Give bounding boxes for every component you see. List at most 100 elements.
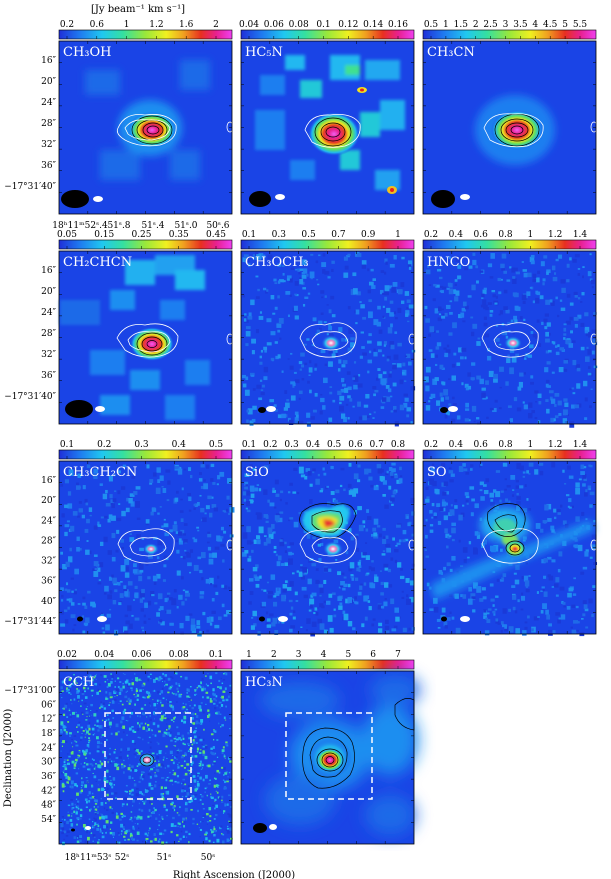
noise-pixel (120, 581, 123, 583)
noise-pixel (520, 595, 526, 601)
noise-pixel (588, 464, 592, 467)
noise-pixel (266, 618, 271, 622)
noise-pixel (121, 726, 123, 729)
noise-pixel (139, 724, 141, 726)
colorbar-hc5n (240, 29, 415, 40)
noise-pixel (591, 350, 595, 355)
noise-pixel (150, 511, 154, 516)
noise-pixel (118, 691, 122, 695)
noise-pixel (108, 753, 111, 756)
noise-pixel (184, 549, 187, 552)
noise-pixel (193, 507, 196, 511)
noise-pixel (60, 730, 63, 734)
noise-pixel (381, 378, 387, 386)
noise-pixel (251, 549, 254, 553)
noise-pixel (96, 567, 101, 572)
noise-pixel (205, 505, 210, 510)
noise-pixel (249, 372, 255, 377)
noise-pixel (177, 682, 181, 687)
colorbar-tick-label: 0.1 (60, 440, 74, 450)
noise-pixel (140, 722, 143, 725)
noise-pixel (130, 791, 132, 793)
noise-pixel (575, 482, 580, 488)
noise-pixel (327, 615, 333, 622)
noise-pixel (202, 764, 204, 767)
noise-pixel (346, 255, 350, 258)
noise-pixel (180, 693, 183, 695)
dec-tick-label: 24″ (41, 308, 56, 318)
noise-pixel (552, 341, 556, 345)
noise-pixel (158, 750, 162, 755)
noise-pixel (300, 576, 305, 580)
noise-pixel (116, 529, 120, 534)
noise-pixel (95, 673, 97, 676)
noise-pixel (385, 396, 391, 402)
noise-pixel (431, 502, 435, 507)
noise-pixel (111, 831, 115, 836)
noise-pixel (133, 491, 138, 495)
noise-pixel (395, 545, 398, 547)
panel-label-ch3ch2cn: CH₃CH₂CN (63, 465, 137, 480)
noise-pixel (176, 834, 179, 837)
noise-pixel (119, 593, 124, 598)
noise-pixel (135, 677, 139, 682)
noise-pixel (543, 255, 548, 259)
noise-pixel (131, 476, 135, 479)
noise-pixel (312, 317, 317, 322)
noise-pixel (547, 556, 552, 560)
noise-pixel (147, 815, 150, 818)
noise-pixel (373, 319, 379, 326)
noise-pixel (98, 690, 102, 692)
noise-pixel (489, 310, 494, 313)
noise-pixel (548, 349, 552, 353)
noise-pixel (454, 296, 459, 302)
noise-pixel (222, 746, 225, 749)
noise-pixel (93, 767, 96, 770)
noise-pixel (428, 400, 431, 403)
noise-pixel (252, 388, 256, 391)
noise-pixel (165, 733, 168, 735)
noise-pixel (321, 296, 324, 299)
noise-pixel (109, 776, 111, 778)
noise-pixel (60, 678, 63, 681)
noise-pixel (80, 739, 82, 741)
noise-pixel (278, 517, 283, 523)
noise-pixel (227, 539, 231, 543)
noise-pixel (352, 492, 357, 497)
noise-pixel (450, 473, 455, 477)
noise-pixel (77, 695, 80, 699)
noise-pixel (574, 404, 580, 409)
noise-pixel (506, 358, 511, 364)
noise-pixel (178, 540, 183, 545)
noise-pixel (101, 835, 105, 839)
noise-pixel (142, 793, 145, 796)
noise-pixel (454, 505, 458, 509)
noise-pixel (65, 741, 68, 743)
noise-pixel (183, 820, 186, 824)
noise-pixel (76, 837, 79, 839)
noise-pixel (197, 809, 199, 813)
noise-pixel (258, 259, 261, 262)
noise-pixel (472, 259, 477, 266)
noise-pixel (173, 521, 177, 525)
noise-pixel (399, 475, 403, 477)
noise-pixel (515, 271, 520, 275)
noise-pixel (531, 410, 536, 414)
noise-pixel (337, 502, 341, 505)
noise-pixel (308, 367, 313, 373)
noise-pixel (280, 490, 284, 494)
noise-pixel (445, 617, 451, 621)
noise-pixel (149, 678, 152, 680)
noise-pixel (106, 726, 110, 729)
noise-pixel (185, 817, 187, 819)
noise-pixel (384, 619, 389, 625)
noise-pixel (277, 263, 282, 267)
noise-pixel (161, 687, 164, 690)
noise-pixel (68, 598, 73, 603)
noise-pixel (93, 713, 97, 717)
noise-pixel (65, 690, 69, 693)
noise-pixel (162, 579, 166, 582)
noise-pixel (291, 552, 294, 555)
noise-pixel (71, 738, 74, 741)
noise-pixel (449, 311, 453, 315)
